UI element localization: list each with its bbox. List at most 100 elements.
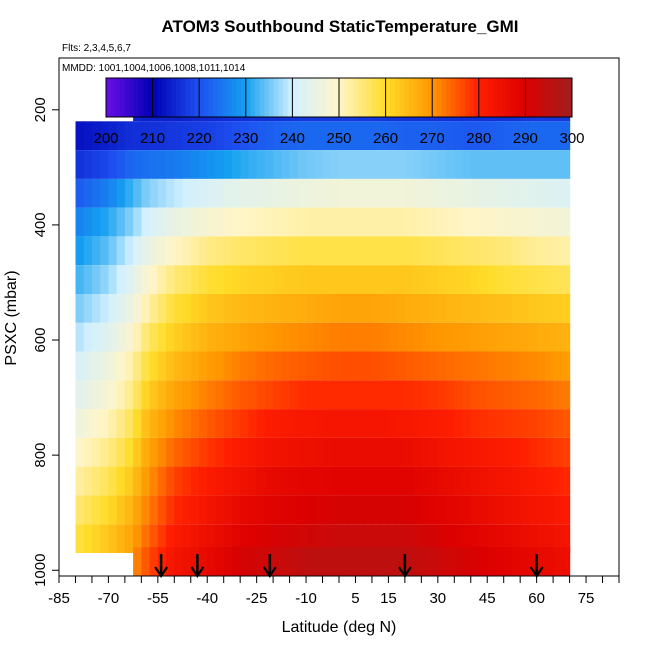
heatmap-cell <box>487 236 496 266</box>
heatmap-cell <box>190 294 200 323</box>
heatmap-cell <box>437 524 447 553</box>
heatmap-cell <box>297 294 307 323</box>
heatmap-cell <box>462 409 472 438</box>
heatmap-cell <box>248 547 258 576</box>
heatmap-cell <box>561 524 571 553</box>
heatmap-cell <box>314 409 324 438</box>
heatmap-cell <box>289 495 299 525</box>
heatmap-cell <box>91 380 101 410</box>
heatmap-cell <box>462 265 472 294</box>
heatmap-cell <box>470 495 480 525</box>
colorbar-segment <box>511 78 517 117</box>
heatmap-cell <box>306 409 315 438</box>
heatmap-cell <box>116 265 126 294</box>
heatmap-cell <box>314 524 324 553</box>
heatmap-cell <box>157 495 167 525</box>
colorbar-segment <box>446 78 452 117</box>
heatmap-cell <box>124 466 134 496</box>
heatmap-cell <box>100 437 109 467</box>
heatmap-cell <box>75 351 85 381</box>
heatmap-cell <box>264 380 274 410</box>
heatmap-cell <box>437 547 447 576</box>
heatmap-cell <box>520 121 529 151</box>
heatmap-cell <box>380 409 389 438</box>
heatmap-cell <box>223 121 233 151</box>
heatmap-cell <box>116 121 126 151</box>
colorbar-segment <box>161 78 168 117</box>
heatmap-cell <box>83 351 93 381</box>
heatmap-cell <box>487 409 496 438</box>
colorbar-segment <box>367 78 373 117</box>
colorbar-tick-label: 250 <box>326 130 351 147</box>
heatmap-cell <box>487 466 496 496</box>
heatmap-cell <box>479 466 488 496</box>
heatmap-cell <box>404 351 414 381</box>
heatmap-cell <box>91 294 101 323</box>
heatmap-cell <box>83 121 93 151</box>
heatmap-cell <box>437 466 447 496</box>
heatmap-cell <box>528 547 538 576</box>
heatmap-cell <box>207 351 216 381</box>
colorbar-segment <box>185 78 191 117</box>
heatmap-cell <box>363 351 373 381</box>
heatmap-cell <box>174 380 184 410</box>
heatmap-cell <box>141 547 151 576</box>
heatmap-cell <box>91 466 101 496</box>
colorbar-segment <box>516 78 522 117</box>
heatmap-cell <box>536 524 546 553</box>
heatmap-cell <box>231 236 241 266</box>
heatmap-cell <box>174 437 184 467</box>
heatmap-cell <box>495 380 505 410</box>
heatmap-cell <box>273 265 282 294</box>
heatmap-cell <box>264 236 274 266</box>
heatmap-cell <box>297 437 307 467</box>
heatmap-cell <box>273 437 282 467</box>
heatmap-cell <box>371 322 381 352</box>
heatmap-cell <box>553 236 562 266</box>
heatmap-cell <box>273 495 282 525</box>
heatmap-cell <box>347 380 356 410</box>
heatmap-cell <box>91 437 101 467</box>
colorbar-segment <box>404 78 410 117</box>
heatmap-cell <box>100 466 109 496</box>
heatmap-cell <box>503 322 513 352</box>
heatmap-cell <box>396 121 406 151</box>
colorbar-segment <box>460 78 466 117</box>
heatmap-cell <box>248 236 258 266</box>
heatmap-cell <box>347 150 356 179</box>
heatmap-cell <box>454 380 464 410</box>
heatmap-cell <box>363 322 373 352</box>
colorbar-segment <box>250 78 256 117</box>
heatmap-cell <box>396 178 406 208</box>
heatmap-cell <box>479 265 488 294</box>
heatmap-cell <box>421 207 431 237</box>
heatmap-cell <box>174 409 184 438</box>
heatmap-cell <box>215 380 225 410</box>
colorbar-segment <box>129 78 135 117</box>
heatmap-cell <box>199 294 208 323</box>
heatmap-cell <box>528 236 538 266</box>
heatmap-cell <box>503 351 513 381</box>
flights-note: Flts: 2,3,4,5,6,7 <box>62 43 131 54</box>
x-tick-label: -85 <box>48 590 70 607</box>
heatmap-cell <box>446 495 455 525</box>
heatmap-cell <box>273 409 282 438</box>
heatmap-cell <box>371 121 381 151</box>
heatmap-cell <box>479 351 488 381</box>
heatmap-cell <box>190 178 200 208</box>
heatmap-cell <box>536 380 546 410</box>
heatmap-cell <box>446 380 455 410</box>
heatmap-cell <box>223 495 233 525</box>
heatmap-cell <box>446 150 455 179</box>
heatmap-cell <box>306 121 315 151</box>
colorbar-segment <box>292 78 298 117</box>
heatmap-cell <box>190 265 200 294</box>
heatmap-cell <box>264 265 274 294</box>
heatmap-cell <box>190 437 200 467</box>
heatmap-cell <box>223 207 233 237</box>
heatmap-cell <box>264 178 274 208</box>
heatmap-cell <box>347 409 356 438</box>
heatmap-cell <box>503 121 513 151</box>
heatmap-cell <box>248 178 258 208</box>
heatmap-cell <box>124 524 134 553</box>
